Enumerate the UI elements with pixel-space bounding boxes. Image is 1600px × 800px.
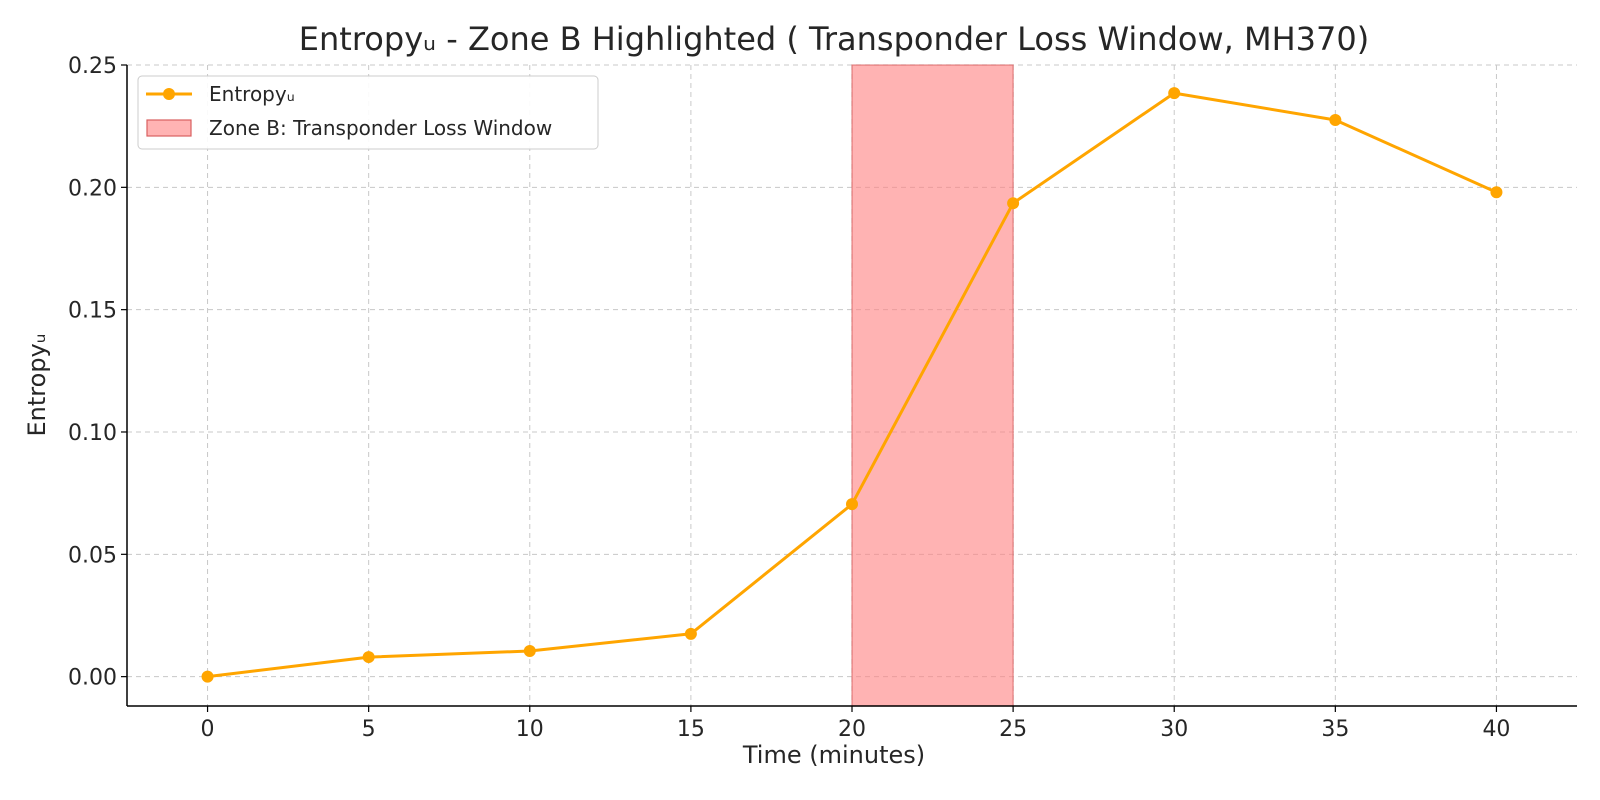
legend-marker-swatch — [163, 88, 175, 100]
legend-label-series: Entropyᵤ — [209, 82, 295, 106]
x-tick-label-1: 5 — [362, 717, 376, 742]
x-tick-label-4: 20 — [838, 717, 866, 742]
zone-b-region — [851, 64, 1014, 707]
legend-box — [137, 75, 599, 150]
y-tick-label-0: 0.00 — [68, 666, 117, 691]
data-point-0 — [201, 670, 214, 683]
x-tick-label-3: 15 — [677, 717, 705, 742]
x-axis-label: Time (minutes) — [742, 741, 925, 769]
data-point-4 — [846, 498, 858, 511]
chart-title: Entropyᵤ - Zone B Highlighted ( Transpon… — [299, 20, 1369, 58]
x-tick-label-5: 25 — [999, 717, 1027, 742]
y-tick-label-2: 0.10 — [68, 421, 117, 446]
legend-label-region: Zone B: Transponder Loss Window — [209, 116, 552, 140]
y-axis-label: Entropyᵤ — [23, 334, 51, 437]
data-point-7 — [1329, 114, 1342, 127]
x-tick-label-2: 10 — [516, 717, 544, 742]
data-point-3 — [684, 627, 697, 640]
x-tick-label-7: 35 — [1321, 717, 1349, 742]
data-point-6 — [1168, 87, 1181, 100]
legend: Entropyᵤ Zone B: Transponder Loss Window — [137, 75, 599, 150]
y-tick-label-4: 0.20 — [68, 176, 117, 201]
axis-ticks: 0 5 10 15 20 25 30 35 40 0.00 0.05 0.10 0.15 0.20 0.25 — [68, 54, 1510, 742]
legend-region-swatch — [146, 119, 192, 137]
y-tick-label-1: 0.05 — [68, 543, 117, 568]
data-point-5 — [1007, 197, 1020, 210]
y-tick-label-5: 0.25 — [68, 54, 117, 79]
y-tick-label-3: 0.15 — [68, 299, 117, 324]
data-point-8 — [1490, 186, 1503, 199]
series-layer — [201, 87, 1503, 683]
data-point-1 — [362, 651, 375, 664]
x-tick-label-0: 0 — [201, 717, 215, 742]
x-tick-label-8: 40 — [1482, 717, 1510, 742]
data-point-2 — [523, 644, 536, 657]
zone-b-region-layer — [851, 64, 1014, 707]
x-tick-label-6: 30 — [1160, 717, 1188, 742]
